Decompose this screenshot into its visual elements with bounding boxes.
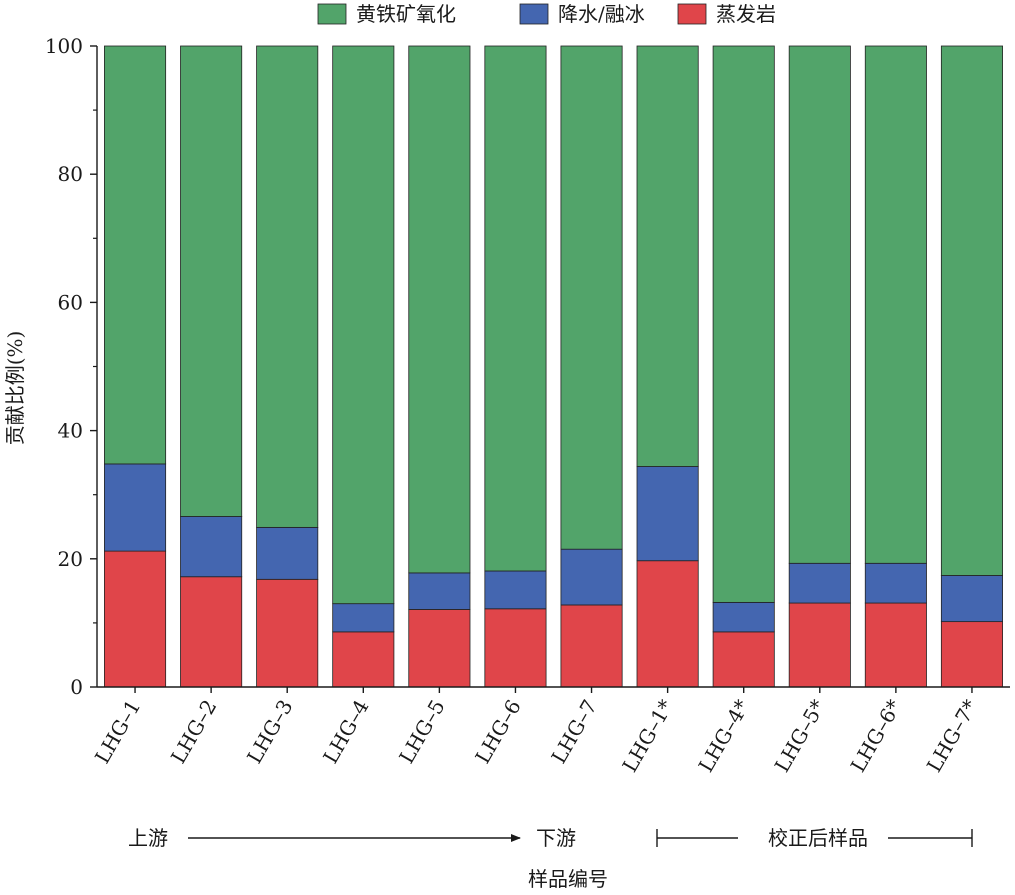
y-tick-label-20: 20 bbox=[58, 547, 83, 571]
bar-segment-s2-c3 bbox=[332, 45, 395, 605]
y-axis-label: 贡献比例(%) bbox=[3, 331, 27, 446]
legend-swatch-1 bbox=[519, 3, 549, 25]
x-tick-label-9: LHG–5* bbox=[770, 696, 831, 777]
bar-segment-s2-c2 bbox=[256, 45, 319, 528]
bar-segment-s1-c1 bbox=[180, 516, 243, 578]
legend: 黄铁矿氧化 降水/融冰 蒸发岩 bbox=[317, 2, 776, 26]
bar-segment-s1-c4 bbox=[408, 572, 471, 610]
x-tick-label-1: LHG–2 bbox=[166, 696, 222, 768]
bar-segment-s2-c7 bbox=[636, 45, 699, 467]
bar-segment-s2-c0 bbox=[104, 45, 167, 465]
bar-segment-s1-c11 bbox=[940, 575, 1003, 623]
bar-segment-s0-c4 bbox=[408, 609, 471, 688]
bar-segment-s0-c0 bbox=[104, 550, 167, 688]
bar-segment-s1-c10 bbox=[864, 562, 927, 604]
bar-segment-s2-c1 bbox=[180, 45, 243, 517]
upstream-label: 上游 bbox=[128, 826, 168, 850]
bar-segment-s2-c4 bbox=[408, 45, 471, 574]
bar-segment-s0-c1 bbox=[180, 576, 243, 688]
bar-segment-s0-c6 bbox=[560, 604, 623, 688]
bar-segment-s0-c7 bbox=[636, 560, 699, 688]
x-tick-label-7: LHG–1* bbox=[617, 696, 678, 777]
x-tick-label-11: LHG–7* bbox=[922, 696, 983, 777]
x-ticks-group: LHG–1 LHG–2 LHG–3 LHG–4 LHG–5 LHG–6 LHG–7 LHG–1… bbox=[90, 687, 982, 776]
y-tick-label-0: 0 bbox=[70, 675, 83, 699]
bar-segment-s0-c10 bbox=[864, 602, 927, 688]
x-axis-label: 样品编号 bbox=[528, 867, 608, 891]
x-tick-label-8: LHG–4* bbox=[694, 696, 755, 777]
bar-segment-s2-c9 bbox=[788, 45, 851, 564]
y-tick-label-40: 40 bbox=[58, 419, 83, 443]
x-tick-label-4: LHG–5 bbox=[394, 696, 450, 768]
bar-segment-s0-c8 bbox=[712, 631, 775, 688]
bar-segment-s1-c5 bbox=[484, 570, 547, 610]
legend-swatch-0 bbox=[317, 3, 347, 25]
x-tick-label-6: LHG–7 bbox=[546, 696, 602, 768]
bar-segment-s0-c2 bbox=[256, 578, 319, 688]
bar-segment-s1-c9 bbox=[788, 562, 851, 604]
bar-segment-s0-c3 bbox=[332, 631, 395, 688]
bar-segment-s1-c2 bbox=[256, 526, 319, 580]
bar-segment-s2-c8 bbox=[712, 45, 775, 603]
bar-segment-s0-c11 bbox=[940, 621, 1003, 688]
bars-group bbox=[104, 45, 1003, 688]
y-ticks-group: 0 20 40 60 80 100 bbox=[45, 34, 97, 699]
bar-segment-s0-c5 bbox=[484, 608, 547, 688]
x-tick-label-2: LHG–3 bbox=[242, 696, 298, 768]
bar-segment-s2-c10 bbox=[864, 45, 927, 564]
annotation-group: 上游 下游 校正后样品 bbox=[128, 826, 973, 850]
x-tick-label-3: LHG–4 bbox=[318, 696, 374, 768]
x-tick-label-10: LHG–6* bbox=[846, 696, 907, 777]
legend-label-0: 黄铁矿氧化 bbox=[356, 2, 456, 26]
legend-label-2: 蒸发岩 bbox=[716, 2, 776, 26]
bar-segment-s2-c6 bbox=[560, 45, 623, 550]
legend-label-1: 降水/融冰 bbox=[558, 2, 645, 26]
bar-segment-s1-c8 bbox=[712, 601, 775, 633]
bar-segment-s1-c7 bbox=[636, 466, 699, 562]
x-tick-label-5: LHG–6 bbox=[470, 696, 526, 768]
bar-segment-s1-c0 bbox=[104, 463, 167, 552]
y-tick-label-60: 60 bbox=[58, 290, 83, 314]
x-tick-label-0: LHG–1 bbox=[90, 696, 146, 768]
downstream-label: 下游 bbox=[536, 826, 576, 850]
bar-segment-s0-c9 bbox=[788, 602, 851, 688]
y-tick-label-80: 80 bbox=[58, 162, 83, 186]
corrected-samples-label: 校正后样品 bbox=[768, 826, 868, 850]
bar-segment-s1-c6 bbox=[560, 548, 623, 606]
bar-segment-s2-c11 bbox=[940, 45, 1003, 576]
bar-segment-s2-c5 bbox=[484, 45, 547, 572]
y-tick-label-100: 100 bbox=[45, 34, 83, 58]
legend-swatch-2 bbox=[677, 3, 707, 25]
bar-segment-s1-c3 bbox=[332, 603, 395, 633]
